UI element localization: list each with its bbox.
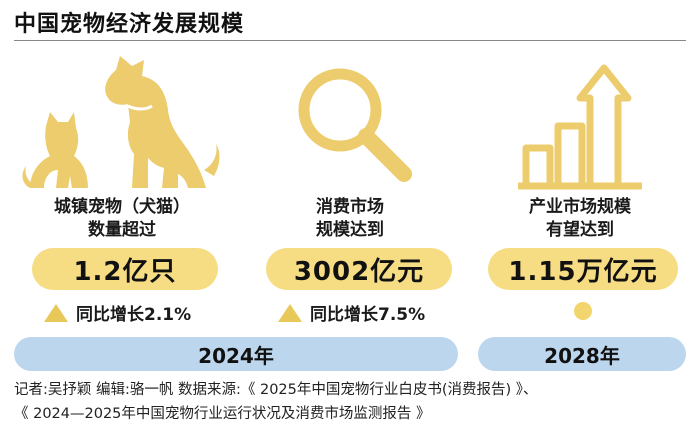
up-triangle-icon xyxy=(44,303,68,322)
source-line-2: 《 2024—2025年中国宠物行业运行状况及消费市场监测报告 》 xyxy=(14,406,431,422)
year-bar-2028: 2028年 xyxy=(478,337,686,371)
column-3-value: 1.15万亿元 xyxy=(488,248,678,290)
up-triangle-icon xyxy=(278,303,302,322)
column-2-growth: 同比增长7.5% xyxy=(278,300,425,325)
column-1-label: 城镇宠物（犬猫） 数量超过 xyxy=(12,196,232,242)
year-bar-2024: 2024年 xyxy=(14,337,458,371)
column-3-dot-icon xyxy=(574,302,592,320)
column-1-value: 1.2亿只 xyxy=(32,248,218,290)
cat-dog-silhouette-icon xyxy=(22,56,220,188)
column-3-label: 产业市场规模 有望达到 xyxy=(470,196,690,242)
column-1-label-line1: 城镇宠物（犬猫） xyxy=(54,197,190,217)
column-2-label-line2: 规模达到 xyxy=(316,220,384,240)
column-2-label-line1: 消费市场 xyxy=(316,197,384,217)
column-2-label: 消费市场 规模达到 xyxy=(250,196,450,242)
column-2-value: 3002亿元 xyxy=(266,248,452,290)
column-2-growth-text: 同比增长7.5% xyxy=(310,305,426,325)
magnifier-icon xyxy=(298,68,412,182)
column-1-label-line2: 数量超过 xyxy=(88,220,156,240)
page-title: 中国宠物经济发展规模 xyxy=(14,12,245,37)
column-3-label-line1: 产业市场规模 xyxy=(529,197,631,217)
column-3-label-line2: 有望达到 xyxy=(546,220,614,240)
title-divider xyxy=(14,40,686,41)
column-1-growth: 同比增长2.1% xyxy=(44,300,191,325)
column-1-growth-text: 同比增长2.1% xyxy=(76,305,192,325)
source-line-1: 记者:吴抒颖 编辑:骆一帆 数据来源:《 2025年中国宠物行业白皮书(消费报告… xyxy=(14,382,538,398)
rising-bar-chart-icon xyxy=(518,64,642,190)
